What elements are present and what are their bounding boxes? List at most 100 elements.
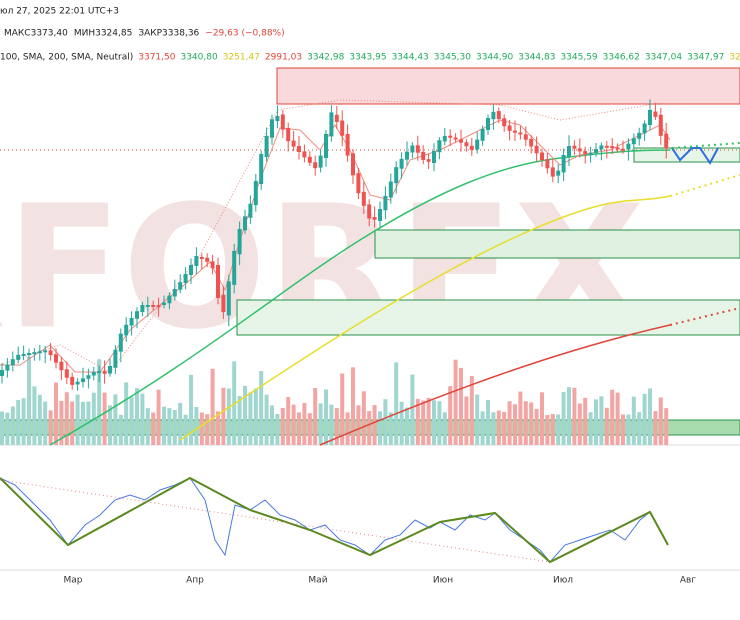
candle-body [518, 132, 523, 135]
candle-body [399, 158, 404, 169]
volume-bar [297, 412, 301, 445]
candle-body [151, 305, 156, 307]
candle-body [140, 305, 145, 312]
sma-long [319, 324, 671, 446]
volume-bar [54, 382, 58, 445]
candle-body [75, 381, 80, 385]
candle-body [21, 353, 26, 356]
volume-bar [275, 413, 280, 445]
candle-body [205, 257, 210, 262]
volume-bar [367, 411, 372, 445]
candle-body [550, 167, 555, 177]
volume-bar [167, 408, 172, 445]
candle-body [367, 204, 372, 219]
candle-body [286, 128, 291, 142]
candle-body [172, 289, 177, 297]
candle-body [388, 181, 393, 198]
candle-body [572, 145, 577, 149]
ohlc-value: МИН3324,85 [74, 29, 132, 39]
volume-bar [480, 411, 485, 445]
volume-bar [637, 412, 642, 445]
volume-bar [631, 396, 636, 445]
volume-bar [502, 411, 507, 445]
projection [671, 147, 719, 165]
volume-bar [302, 402, 307, 445]
ohlc-value: ЗАКР3338,36 [138, 29, 199, 39]
candle-body [318, 155, 323, 168]
volume-bar [145, 408, 150, 445]
volume-bar [340, 373, 345, 445]
volume-bar [372, 404, 377, 445]
time-label: Мар [64, 576, 83, 586]
candle-body [491, 111, 496, 120]
volume-bar [10, 406, 15, 445]
candle-body [97, 371, 102, 374]
candle-body [59, 361, 64, 371]
oscillator-zigzag [0, 476, 669, 564]
watermark: RFOREX [0, 169, 645, 367]
candle-body [378, 209, 382, 221]
volume-bar [572, 387, 577, 445]
indicator-name: 100, SMA, 200, SMA, Neutral) [0, 53, 133, 63]
volume-bar [378, 411, 382, 445]
volume-bar [210, 368, 215, 445]
volume-bar [334, 408, 339, 445]
time-label: Апр [186, 576, 204, 586]
volume-bar [37, 394, 42, 445]
candle-body [48, 350, 53, 356]
volume-bar [545, 414, 550, 445]
candle-body [86, 375, 91, 379]
candle-body [556, 170, 561, 176]
candle-body [405, 151, 409, 160]
candle-body [16, 354, 21, 360]
volume-bar [529, 402, 534, 445]
volume-bar [81, 401, 85, 445]
candle-body [54, 354, 58, 363]
candle-body [345, 134, 350, 156]
volume-bar [248, 392, 253, 445]
candle-body [275, 116, 280, 122]
candle-body [340, 120, 345, 136]
volume-bar [313, 387, 318, 445]
volume-bar [356, 405, 361, 445]
volume-bar [642, 393, 647, 445]
volume-bar [280, 408, 285, 445]
oscillator-line [0, 477, 669, 563]
candle-body [561, 154, 566, 173]
candle-body [372, 217, 377, 220]
candle-body [129, 318, 134, 326]
volume-bar [567, 387, 571, 445]
indicator-value: 3345,59 [560, 53, 597, 63]
volume-bar [556, 414, 561, 445]
candle-body [108, 366, 112, 374]
candle-body [442, 135, 447, 142]
candle-body [226, 281, 231, 316]
indicator-value: 3371,50 [138, 53, 175, 63]
candle-body [421, 151, 426, 160]
candle-body [329, 112, 334, 137]
time-label: Июн [433, 576, 453, 586]
candle-body [567, 146, 571, 157]
candle-body [324, 134, 328, 158]
candle-body [43, 350, 48, 353]
candle-body [658, 114, 663, 136]
candle-body [513, 130, 517, 133]
datetime: юл 27, 2025 22:01 UTC+3 [0, 7, 119, 17]
volume-bar [405, 407, 409, 445]
candle-body [653, 111, 658, 117]
volume-bar [561, 392, 566, 445]
candle-body [113, 349, 118, 368]
indicator-value: 3343,95 [349, 53, 386, 63]
volume-bar [345, 412, 350, 445]
candle-body [475, 139, 480, 150]
candle-body [124, 324, 129, 336]
candle-body [313, 162, 318, 169]
candle-body [0, 370, 4, 376]
volume-bar [588, 412, 593, 445]
volume-bar [426, 397, 431, 445]
candle-body [221, 294, 226, 313]
volume-bar [653, 411, 658, 445]
volume-bar [540, 392, 544, 445]
candle-body [631, 138, 636, 145]
sma-200-projection [669, 174, 740, 197]
